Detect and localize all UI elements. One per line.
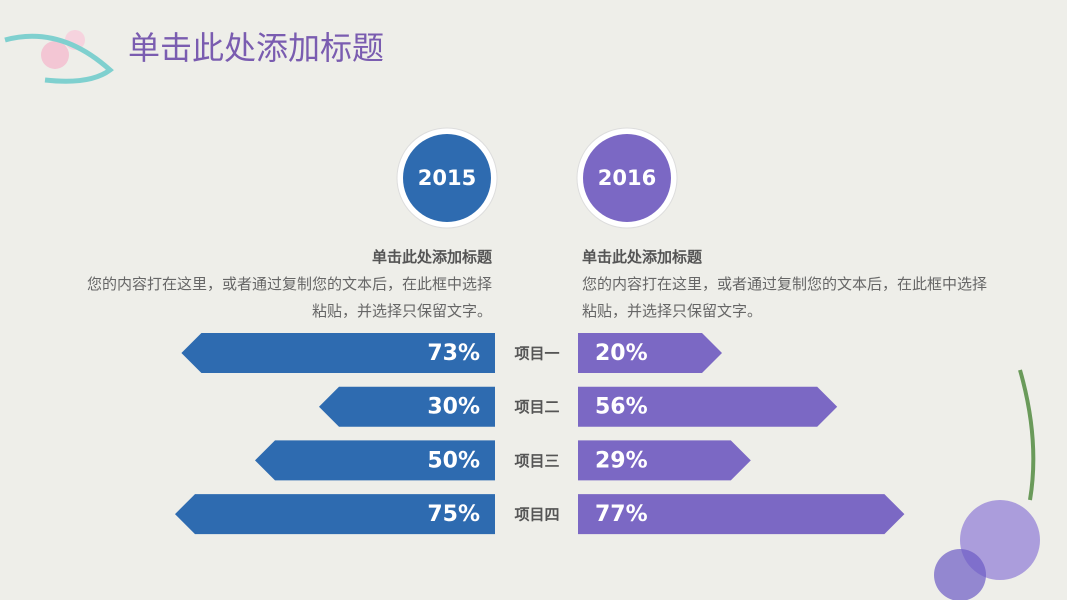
badge	[583, 134, 671, 222]
body-text: 您的内容打在这里，或者通过复制您的文本后，在此框中选择粘贴，并选择只保留文字。	[86, 275, 492, 320]
bar	[578, 386, 838, 427]
legend-label: 2015	[418, 166, 476, 190]
value-label: 50%	[427, 448, 480, 473]
text-block: 单击此处添加标题 您的内容打在这里，或者通过复制您的文本后，在此框中选择粘贴，并…	[582, 244, 994, 325]
category-label: 项目一	[514, 345, 559, 363]
text-block: 单击此处添加标题 您的内容打在这里，或者通过复制您的文本后，在此框中选择粘贴，并…	[80, 244, 492, 325]
value-label: 56%	[595, 395, 648, 420]
value-label: 20%	[595, 341, 648, 366]
legend-label: 2016	[598, 166, 656, 190]
bar	[255, 440, 495, 481]
bar	[175, 494, 495, 535]
badge	[403, 134, 491, 222]
slide-title: 单击此处添加标题	[128, 29, 384, 67]
heading: 单击此处添加标题	[582, 248, 703, 266]
value-label: 73%	[427, 341, 480, 366]
body-text: 您的内容打在这里，或者通过复制您的文本后，在此框中选择粘贴，并选择只保留文字。	[582, 275, 988, 320]
value-label: 75%	[427, 502, 480, 527]
value-label: 30%	[427, 395, 480, 420]
category-label: 项目二	[514, 398, 559, 416]
bar	[578, 333, 722, 373]
decoration	[4, 30, 1040, 600]
bar	[319, 386, 495, 427]
category-label: 项目三	[514, 452, 559, 470]
category-label: 项目四	[514, 506, 559, 524]
heading: 单击此处添加标题	[371, 248, 492, 266]
value-label: 29%	[595, 448, 648, 473]
bar	[578, 440, 751, 481]
bar	[578, 494, 905, 535]
bar	[181, 333, 495, 373]
value-label: 77%	[595, 502, 648, 527]
